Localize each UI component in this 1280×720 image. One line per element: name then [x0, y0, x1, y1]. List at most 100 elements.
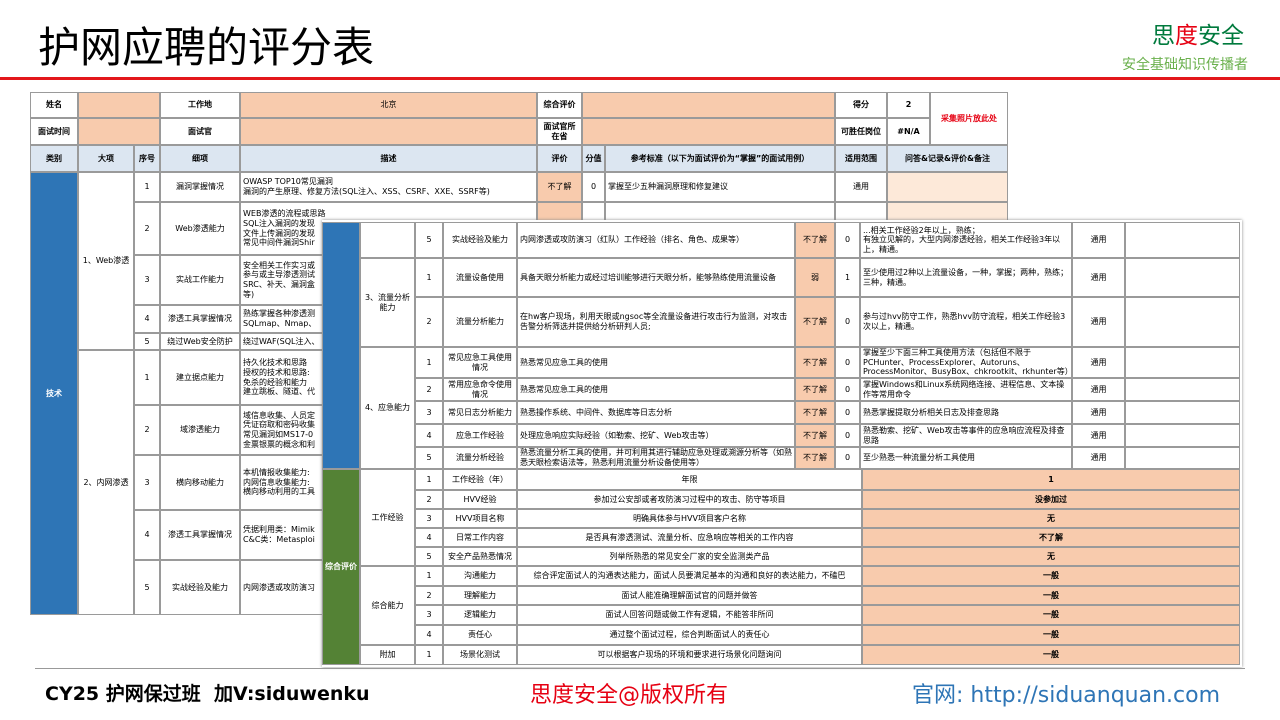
table-cell: 4 — [415, 625, 443, 645]
table-cell: 不了解 — [795, 424, 835, 447]
table-cell: 流量分析能力 — [443, 297, 517, 347]
table-cell: 参与过hvv防守工作，熟悉hvv防守流程，相关工作经验3次以上，精通。 — [860, 297, 1072, 347]
table-cell: 处理应急响应实际经验（如勒索、挖矿、Web攻击等） — [517, 424, 795, 447]
table-cell: 建立据点能力 — [160, 350, 240, 405]
table-cell: OWASP TOP10常见漏洞 漏洞的产生原理、修复方法(SQL注入、XSS、C… — [240, 172, 537, 202]
table-cell: 渗透工具掌握情况 — [160, 510, 240, 560]
table-cell: 4 — [415, 528, 443, 547]
table-cell: 不了解 — [795, 222, 835, 258]
table-cell: 面试人回答问题或做工作有逻辑，不能答非所问 — [517, 605, 862, 625]
table-cell: 熟悉流量分析工具的使用，并可利用其进行辅助应急处理或溯源分析等（如熟悉天眼检索语… — [517, 447, 795, 469]
column-header: 分值 — [582, 145, 605, 172]
table-cell: 掌握至少下面三种工具使用方法（包括但不限于PCHunter、ProcessExp… — [860, 347, 1072, 378]
table-cell: 一般 — [862, 586, 1240, 605]
column-header: 序号 — [134, 145, 160, 172]
table-cell: HVV经验 — [443, 490, 517, 509]
table-cell: 2 — [415, 586, 443, 605]
table-cell — [582, 92, 835, 118]
table-cell: 理解能力 — [443, 586, 517, 605]
table-cell: 综合评价 — [537, 92, 582, 118]
table-cell: 列举所熟悉的常见安全厂家的安全监测类产品 — [517, 547, 862, 566]
table-cell: 3 — [134, 455, 160, 510]
table-cell: 2 — [134, 202, 160, 255]
table-cell: 不了解 — [862, 528, 1240, 547]
table-cell: 通用 — [1072, 347, 1125, 378]
table-cell — [78, 118, 160, 145]
table-cell: 掌握Windows和Linux系统网络连接、进程信息、文本操作等常用命令 — [860, 378, 1072, 401]
table-cell: 至少熟悉一种流量分析工具使用 — [860, 447, 1072, 469]
table-cell: 2 — [887, 92, 930, 118]
table-cell: 一般 — [862, 625, 1240, 645]
table-cell: 通用 — [1072, 447, 1125, 469]
table-cell: 一般 — [862, 645, 1240, 665]
column-header: 描述 — [240, 145, 537, 172]
table-cell: 熟悉常见应急工具的使用 — [517, 347, 795, 378]
table-cell: 掌握至少五种漏洞原理和修复建议 — [605, 172, 835, 202]
table-cell: 安全产品熟悉情况 — [443, 547, 517, 566]
group-cell: 3、流量分析能力 — [360, 258, 415, 347]
table-cell: 具备天眼分析能力或经过培训能够进行天眼分析，能够熟练使用流量设备 — [517, 258, 795, 297]
table-cell — [1125, 378, 1240, 401]
table-cell: 流量设备使用 — [443, 258, 517, 297]
table-cell: 通用 — [1072, 297, 1125, 347]
footer-right: 官网: http://siduanquan.com — [912, 683, 1221, 708]
table-cell: 不了解 — [795, 378, 835, 401]
table-cell — [78, 92, 160, 118]
table-cell — [1125, 424, 1240, 447]
table-cell: 3 — [415, 401, 443, 424]
brand: 思度安全 — [1152, 16, 1244, 50]
footer-rule — [35, 668, 1245, 669]
table-cell: 1 — [415, 645, 443, 665]
table-cell: 4 — [415, 424, 443, 447]
table-cell: 5 — [134, 333, 160, 350]
brand-part: 思 — [1152, 23, 1175, 49]
table-cell: 至少使用过2种以上流量设备，一种，掌握；两种，熟练；三种，精通。 — [860, 258, 1072, 297]
table-cell: 沟通能力 — [443, 566, 517, 586]
group-cell: 附加 — [360, 645, 415, 665]
table-cell: 1 — [134, 350, 160, 405]
column-header: 问答&记录&评价&备注 — [887, 145, 1008, 172]
table-cell: 一般 — [862, 605, 1240, 625]
table-cell: 逻辑能力 — [443, 605, 517, 625]
table-cell: 绕过Web安全防护 — [160, 333, 240, 350]
column-header: 细项 — [160, 145, 240, 172]
table-cell: 实战工作能力 — [160, 255, 240, 305]
table-cell — [240, 118, 537, 145]
table-cell: 漏洞掌握情况 — [160, 172, 240, 202]
table-cell — [1125, 447, 1240, 469]
group-cell: 工作经验 — [360, 469, 415, 566]
table-cell: 5 — [415, 447, 443, 469]
table-cell: 得分 — [835, 92, 887, 118]
table-cell: 通用 — [1072, 378, 1125, 401]
table-cell: 不了解 — [795, 347, 835, 378]
table-cell: 面试官所在省 — [537, 118, 582, 145]
table-cell: 不了解 — [537, 172, 582, 202]
category-cell — [322, 222, 360, 469]
table-cell: 0 — [835, 447, 860, 469]
table-cell: 5 — [415, 547, 443, 566]
table-cell: 面试官 — [160, 118, 240, 145]
table-cell: 通过整个面试过程，综合判断面试人的责任心 — [517, 625, 862, 645]
table-cell — [582, 118, 835, 145]
table-cell: 北京 — [240, 92, 537, 118]
group-cell: 4、应急能力 — [360, 347, 415, 469]
tagline: 安全基础知识传播者 — [1122, 57, 1248, 73]
table-cell: 1 — [862, 469, 1240, 490]
table-cell: 0 — [835, 424, 860, 447]
table-cell: 实战经验及能力 — [443, 222, 517, 258]
table-cell: 常用应急命令使用情况 — [443, 378, 517, 401]
table-cell: 1 — [415, 347, 443, 378]
category-cell: 综合评价 — [322, 469, 360, 665]
table-cell: 熟悉操作系统、中间件、数据库等日志分析 — [517, 401, 795, 424]
table-cell: 没参加过 — [862, 490, 1240, 509]
table-cell: Web渗透能力 — [160, 202, 240, 255]
column-header: 类别 — [30, 145, 78, 172]
table-cell: 内网渗透或攻防演习（红队）工作经验（排名、角色、成果等） — [517, 222, 795, 258]
table-cell: 3 — [415, 605, 443, 625]
column-header: 参考标准（以下为面试评价为“掌握”的面试用例） — [605, 145, 835, 172]
table-cell — [1125, 258, 1240, 297]
table-cell: 弱 — [795, 258, 835, 297]
table-cell: 责任心 — [443, 625, 517, 645]
table-cell: 熟悉掌握提取分析相关日志及排查思路 — [860, 401, 1072, 424]
